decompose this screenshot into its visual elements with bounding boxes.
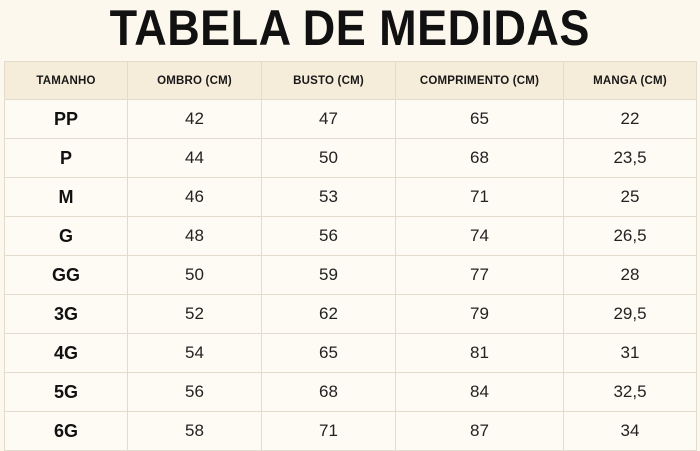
table-row: 6G 58 71 87 34 [4, 411, 697, 451]
table-row: 3G 52 62 79 29,5 [4, 294, 697, 334]
cell-comprimento: 81 [395, 333, 564, 373]
table-row: P 44 50 68 23,5 [4, 138, 697, 178]
table-row: 4G 54 65 81 31 [4, 333, 697, 373]
cell-comprimento: 79 [395, 294, 564, 334]
cell-tamanho: GG [4, 255, 128, 295]
cell-manga: 28 [563, 255, 697, 295]
header-busto: BUSTO (CM) [261, 61, 396, 100]
cell-manga: 29,5 [563, 294, 697, 334]
cell-tamanho: 3G [4, 294, 128, 334]
header-ombro: OMBRO (CM) [127, 61, 262, 100]
cell-ombro: 48 [127, 216, 262, 256]
cell-manga: 25 [563, 177, 697, 217]
cell-comprimento: 77 [395, 255, 564, 295]
cell-comprimento: 65 [395, 99, 564, 139]
cell-ombro: 52 [127, 294, 262, 334]
table-row: PP 42 47 65 22 [4, 99, 697, 139]
cell-busto: 50 [261, 138, 396, 178]
cell-manga: 34 [563, 411, 697, 451]
cell-manga: 31 [563, 333, 697, 373]
cell-tamanho: P [4, 138, 128, 178]
cell-ombro: 50 [127, 255, 262, 295]
cell-busto: 47 [261, 99, 396, 139]
cell-ombro: 54 [127, 333, 262, 373]
table-row: M 46 53 71 25 [4, 177, 697, 217]
table-row: GG 50 59 77 28 [4, 255, 697, 295]
cell-manga: 32,5 [563, 372, 697, 412]
header-manga: MANGA (CM) [563, 61, 697, 100]
table-row: 5G 56 68 84 32,5 [4, 372, 697, 412]
cell-busto: 62 [261, 294, 396, 334]
cell-manga: 23,5 [563, 138, 697, 178]
cell-busto: 68 [261, 372, 396, 412]
header-tamanho: TAMANHO [4, 61, 128, 100]
cell-ombro: 42 [127, 99, 262, 139]
cell-ombro: 46 [127, 177, 262, 217]
size-table: TAMANHO OMBRO (CM) BUSTO (CM) COMPRIMENT… [4, 61, 697, 451]
size-chart: TAMANHO OMBRO (CM) BUSTO (CM) COMPRIMENT… [4, 61, 697, 451]
cell-tamanho: 5G [4, 372, 128, 412]
cell-tamanho: 6G [4, 411, 128, 451]
cell-busto: 56 [261, 216, 396, 256]
table-body: PP 42 47 65 22 P 44 50 68 23,5 M 46 53 71 25 G 48 56 74 26,… [4, 99, 697, 451]
cell-tamanho: PP [4, 99, 128, 139]
header-comprimento: COMPRIMENTO (CM) [395, 61, 564, 100]
cell-manga: 22 [563, 99, 697, 139]
cell-comprimento: 71 [395, 177, 564, 217]
header-row: TAMANHO OMBRO (CM) BUSTO (CM) COMPRIMENT… [4, 61, 697, 100]
cell-ombro: 56 [127, 372, 262, 412]
cell-comprimento: 74 [395, 216, 564, 256]
cell-tamanho: 4G [4, 333, 128, 373]
cell-tamanho: G [4, 216, 128, 256]
cell-tamanho: M [4, 177, 128, 217]
cell-manga: 26,5 [563, 216, 697, 256]
table-header: TAMANHO OMBRO (CM) BUSTO (CM) COMPRIMENT… [4, 61, 697, 100]
cell-busto: 53 [261, 177, 396, 217]
page-title: TABELA DE MEDIDAS [109, 0, 591, 56]
cell-comprimento: 84 [395, 372, 564, 412]
cell-ombro: 44 [127, 138, 262, 178]
cell-busto: 65 [261, 333, 396, 373]
cell-busto: 59 [261, 255, 396, 295]
cell-comprimento: 87 [395, 411, 564, 451]
page-title-container: TABELA DE MEDIDAS [0, 0, 700, 56]
table-row: G 48 56 74 26,5 [4, 216, 697, 256]
cell-comprimento: 68 [395, 138, 564, 178]
